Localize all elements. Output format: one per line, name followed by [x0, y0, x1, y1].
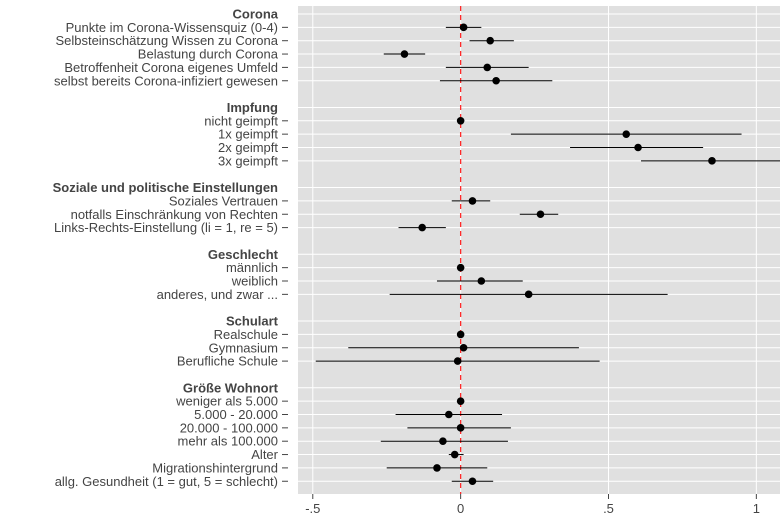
point-estimate: [524, 290, 533, 299]
row-label: Realschule: [214, 327, 278, 342]
point-estimate: [483, 63, 492, 72]
row-label: notfalls Einschränkung von Rechten: [71, 207, 278, 222]
row-label: weiblich: [231, 274, 278, 289]
row-label: Betroffenheit Corona eigenes Umfeld: [64, 60, 278, 75]
plot-background: [298, 6, 780, 494]
row-label: Selbsteinschätzung Wissen zu Corona: [55, 33, 278, 48]
point-estimate: [456, 117, 465, 125]
row-label: anderes, und zwar ...: [157, 287, 278, 302]
row-label: 3x geimpft: [218, 153, 278, 168]
x-tick-label: .5: [603, 501, 614, 516]
point-estimate: [433, 464, 441, 472]
point-estimate: [445, 410, 453, 419]
point-estimate: [450, 450, 459, 459]
row-label: Migrationshintergrund: [152, 460, 278, 475]
x-tick-label: 0: [457, 501, 464, 516]
point-estimate: [459, 23, 468, 32]
row-label: 20.000 - 100.000: [180, 420, 278, 435]
point-layer: [400, 23, 716, 486]
x-tick-layer: -.5 0 .5 1: [305, 494, 760, 516]
point-estimate: [456, 424, 465, 432]
x-tick-label: -.5: [305, 501, 320, 516]
group-header: Größe Wohnort: [183, 380, 279, 395]
x-tick-label: 1: [753, 501, 760, 516]
point-estimate: [453, 357, 462, 365]
point-estimate: [459, 343, 468, 352]
point-estimate: [439, 437, 447, 446]
row-label: Punkte im Corona-Wissensquiz (0-4): [66, 20, 278, 35]
point-estimate: [536, 210, 545, 219]
row-label: männlich: [226, 260, 278, 275]
row-label: Belastung durch Corona: [138, 47, 279, 62]
point-estimate: [418, 223, 426, 232]
row-label: nicht geimpft: [204, 113, 278, 128]
point-estimate: [468, 197, 477, 205]
row-label: mehr als 100.000: [178, 434, 278, 449]
point-estimate: [456, 263, 465, 272]
row-label: Gymnasium: [209, 340, 278, 355]
row-label: weniger als 5.000: [175, 394, 278, 409]
group-header: Geschlecht: [208, 247, 279, 262]
point-estimate: [400, 50, 409, 58]
point-estimate: [622, 130, 631, 138]
point-estimate: [468, 477, 477, 486]
row-label: Soziales Vertrauen: [169, 193, 278, 208]
group-header: Corona: [233, 7, 279, 22]
row-label: Links-Rechts-Einstellung (li = 1, re = 5…: [54, 220, 278, 235]
point-estimate: [486, 36, 495, 45]
row-label: selbst bereits Corona-infiziert gewesen: [54, 73, 278, 88]
row-label: allg. Gesundheit (1 = gut, 5 = schlecht): [55, 474, 278, 489]
point-estimate: [456, 397, 465, 405]
group-header: Impfung: [227, 100, 278, 115]
point-estimate: [477, 277, 486, 285]
group-header: Schulart: [226, 314, 279, 329]
group-header: Soziale und politische Einstellungen: [53, 180, 278, 195]
row-label: Berufliche Schule: [177, 354, 278, 369]
point-estimate: [492, 76, 500, 85]
row-label: 5.000 - 20.000: [194, 407, 278, 422]
row-label: Alter: [251, 447, 278, 462]
row-label: 2x geimpft: [218, 140, 278, 155]
point-estimate: [634, 143, 642, 152]
point-estimate: [708, 157, 716, 165]
row-label: 1x geimpft: [218, 127, 278, 142]
point-estimate: [456, 330, 465, 339]
